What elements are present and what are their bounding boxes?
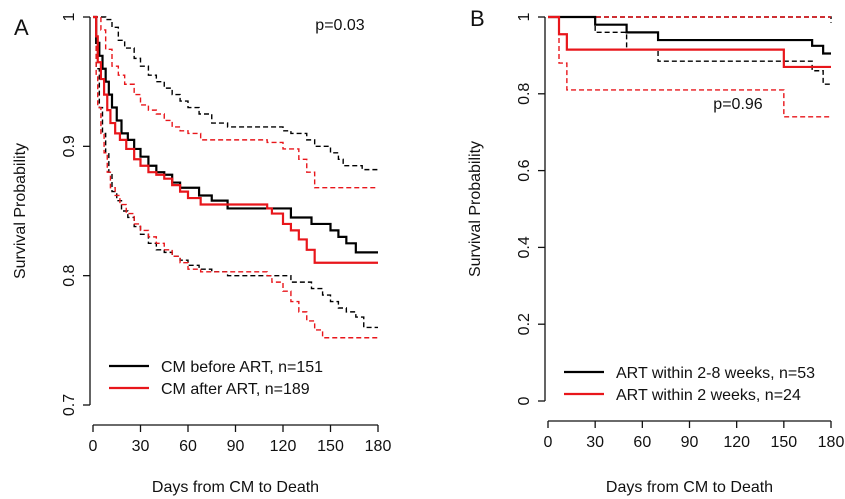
panel-letter: B [470,6,485,31]
y-tick-label: 0.4 [516,236,533,258]
y-axis-title: Survival Probability [12,143,29,279]
y-tick-label: 0 [516,396,533,405]
legend-label: ART within 2-8 weeks, n=53 [616,365,815,382]
y-tick-label: 1 [516,12,533,21]
x-tick-label: 0 [89,438,98,455]
x-axis-title: Days from CM to Death [606,479,773,496]
ci-line [93,16,378,189]
panel-b: B 0 0.2 0.4 0.6 0.8 1 0 30 60 90 120 150 180 Survival … [467,6,844,496]
y-tick-label: 0.6 [516,159,533,181]
x-tick-label: 0 [544,434,553,451]
x-tick-label: 60 [633,434,651,451]
survival-curve [93,15,378,254]
x-tick-label: 30 [586,434,604,451]
ci-line [93,16,378,329]
x-tick-label: 60 [179,438,197,455]
legend-label: CM before ART, n=151 [161,359,323,376]
x-tick-label: 120 [270,438,297,455]
panel-a: A 0.7 0.8 0.9 1 0 30 60 90 120 150 180 Survival Prob… [12,12,391,496]
x-tick-label: 150 [770,434,797,451]
x-axis-title: Days from CM to Death [152,479,319,496]
legend-label: ART within 2 weeks, n=24 [616,387,801,404]
legend-label: CM after ART, n=189 [161,381,310,398]
ci-line [93,16,378,171]
x-tick-label: 30 [132,438,150,455]
y-tick-label: 0.2 [516,313,533,335]
x-tick-label: 120 [723,434,750,451]
legend: ART within 2-8 weeks, n=53 ART within 2 w… [564,365,815,404]
y-tick-label: 1 [61,12,78,21]
x-tick-label: 180 [818,434,845,451]
survival-curve [548,15,831,69]
y-tick-label: 0.9 [61,135,78,157]
legend: CM before ART, n=151 CM after ART, n=189 [109,359,323,398]
p-value: p=0.03 [315,17,364,34]
x-tick-label: 180 [365,438,392,455]
p-value: p=0.96 [713,96,762,113]
x-tick-label: 90 [681,434,699,451]
panel-letter: A [14,15,29,40]
y-axis-title: Survival Probability [467,141,484,277]
x-tick-label: 90 [227,438,245,455]
survival-curve [93,15,378,264]
y-tick-label: 0.8 [516,83,533,105]
y-tick-label: 0.8 [61,264,78,286]
y-tick-label: 0.7 [61,394,78,416]
ci-line [93,16,378,339]
ci-line [548,16,831,85]
survival-curve [548,15,831,55]
x-tick-label: 150 [317,438,344,455]
